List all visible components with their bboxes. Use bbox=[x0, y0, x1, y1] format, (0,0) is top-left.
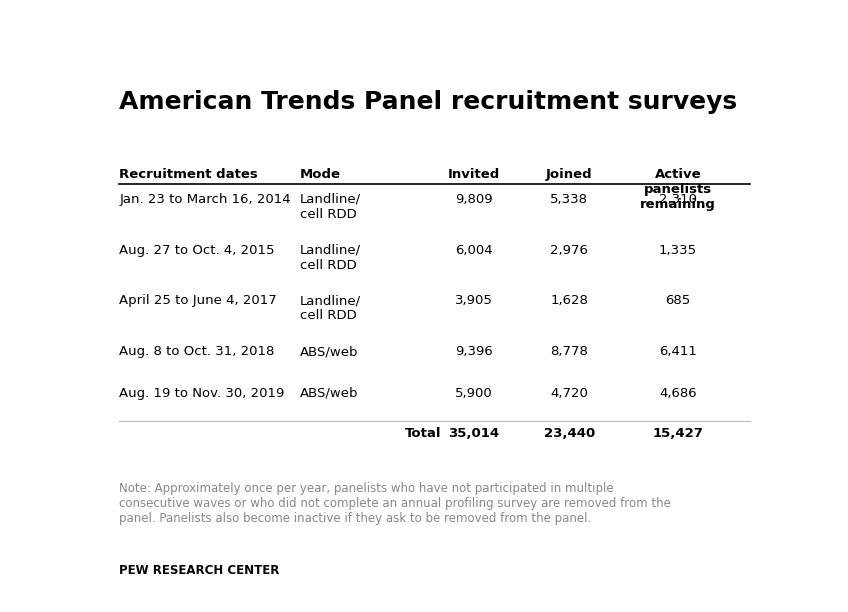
Text: Landline/
cell RDD: Landline/ cell RDD bbox=[300, 294, 361, 323]
Text: 3,905: 3,905 bbox=[455, 294, 493, 307]
Text: 6,411: 6,411 bbox=[659, 345, 697, 359]
Text: Aug. 27 to Oct. 4, 2015: Aug. 27 to Oct. 4, 2015 bbox=[119, 244, 275, 256]
Text: Aug. 19 to Nov. 30, 2019: Aug. 19 to Nov. 30, 2019 bbox=[119, 387, 285, 400]
Text: Note: Approximately once per year, panelists who have not participated in multip: Note: Approximately once per year, panel… bbox=[119, 482, 671, 524]
Text: 2,310: 2,310 bbox=[659, 193, 697, 206]
Text: 35,014: 35,014 bbox=[449, 427, 499, 441]
Text: 9,396: 9,396 bbox=[455, 345, 493, 359]
Text: 23,440: 23,440 bbox=[544, 427, 595, 441]
Text: Aug. 8 to Oct. 31, 2018: Aug. 8 to Oct. 31, 2018 bbox=[119, 345, 275, 359]
Text: April 25 to June 4, 2017: April 25 to June 4, 2017 bbox=[119, 294, 277, 307]
Text: ABS/web: ABS/web bbox=[300, 387, 359, 400]
Text: Landline/
cell RDD: Landline/ cell RDD bbox=[300, 193, 361, 221]
Text: Mode: Mode bbox=[300, 168, 341, 181]
Text: 9,809: 9,809 bbox=[455, 193, 493, 206]
Text: 4,720: 4,720 bbox=[550, 387, 589, 400]
Text: 5,338: 5,338 bbox=[550, 193, 589, 206]
Text: Joined: Joined bbox=[546, 168, 593, 181]
Text: 4,686: 4,686 bbox=[659, 387, 696, 400]
Text: 8,778: 8,778 bbox=[550, 345, 589, 359]
Text: 5,900: 5,900 bbox=[455, 387, 493, 400]
Text: 15,427: 15,427 bbox=[652, 427, 703, 441]
Text: PEW RESEARCH CENTER: PEW RESEARCH CENTER bbox=[119, 564, 280, 577]
Text: Recruitment dates: Recruitment dates bbox=[119, 168, 258, 181]
Text: 2,976: 2,976 bbox=[550, 244, 589, 256]
Text: Landline/
cell RDD: Landline/ cell RDD bbox=[300, 244, 361, 272]
Text: Jan. 23 to March 16, 2014: Jan. 23 to March 16, 2014 bbox=[119, 193, 291, 206]
Text: Total: Total bbox=[404, 427, 441, 441]
Text: 685: 685 bbox=[665, 294, 690, 307]
Text: 1,335: 1,335 bbox=[659, 244, 697, 256]
Text: ABS/web: ABS/web bbox=[300, 345, 359, 359]
Text: 6,004: 6,004 bbox=[455, 244, 493, 256]
Text: Active
panelists
remaining: Active panelists remaining bbox=[640, 168, 716, 211]
Text: 1,628: 1,628 bbox=[550, 294, 589, 307]
Text: Invited: Invited bbox=[448, 168, 500, 181]
Text: American Trends Panel recruitment surveys: American Trends Panel recruitment survey… bbox=[119, 90, 737, 114]
